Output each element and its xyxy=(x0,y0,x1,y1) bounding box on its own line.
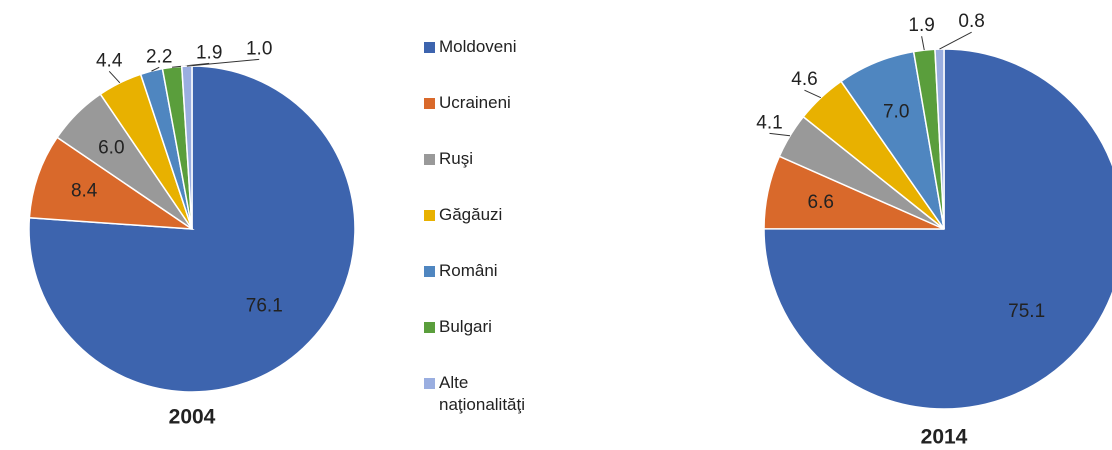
legend-label: Bulgari xyxy=(439,317,492,336)
legend-item: Bulgari xyxy=(424,316,554,372)
legend-item: Ruşi xyxy=(424,148,554,204)
legend-label: Ruşi xyxy=(439,149,474,168)
pie-slice xyxy=(28,65,356,393)
leader-line xyxy=(804,89,822,99)
data-label: 6.6 xyxy=(808,192,834,213)
legend-label: Români xyxy=(439,261,498,280)
legend-swatch xyxy=(424,98,435,109)
legend-item: Găgăuzi xyxy=(424,204,554,260)
legend-label: Găgăuzi xyxy=(439,205,503,224)
legend-item: Ucraineni xyxy=(424,92,554,148)
legend-swatch xyxy=(424,322,435,333)
data-label: 1.9 xyxy=(196,42,222,63)
leader-line xyxy=(939,31,972,50)
data-label: 1.9 xyxy=(908,15,934,36)
leader-line xyxy=(108,70,121,84)
legend-item: Alte naţionalităţi xyxy=(424,372,554,428)
legend-label: Ucraineni xyxy=(439,93,511,112)
data-label: 8.4 xyxy=(71,181,98,202)
data-label: 4.6 xyxy=(791,69,817,90)
legend-item: Moldoveni xyxy=(424,36,554,92)
data-label: 1.0 xyxy=(246,38,272,59)
data-label: 75.1 xyxy=(1008,301,1045,322)
pie-slice xyxy=(763,48,1112,410)
data-label: 7.0 xyxy=(883,101,909,122)
legend-item: Români xyxy=(424,260,554,316)
leader-line xyxy=(921,36,925,51)
legend-swatch xyxy=(424,42,435,53)
data-label: 4.4 xyxy=(96,50,123,71)
legend: Moldoveni Ucraineni Ruşi Găgăuzi Români Bulga… xyxy=(424,36,554,428)
chart-title: 2004 xyxy=(169,406,216,429)
data-label: 0.8 xyxy=(958,11,984,32)
data-label: 6.0 xyxy=(98,137,124,158)
chart-title: 2014 xyxy=(921,426,968,449)
leader-line xyxy=(151,66,160,72)
legend-swatch xyxy=(424,266,435,277)
data-label: 2.2 xyxy=(146,46,172,67)
data-label: 4.1 xyxy=(756,112,782,133)
leader-line xyxy=(186,58,260,67)
legend-label: Moldoveni xyxy=(439,37,517,56)
legend-swatch xyxy=(424,154,435,165)
legend-label: Alte naţionalităţi xyxy=(439,373,526,414)
pie-slice xyxy=(934,48,945,230)
data-label: 76.1 xyxy=(246,295,283,316)
pie-slice xyxy=(28,136,195,230)
legend-swatch xyxy=(424,210,435,221)
legend-swatch xyxy=(424,378,435,389)
leader-line xyxy=(769,132,791,137)
